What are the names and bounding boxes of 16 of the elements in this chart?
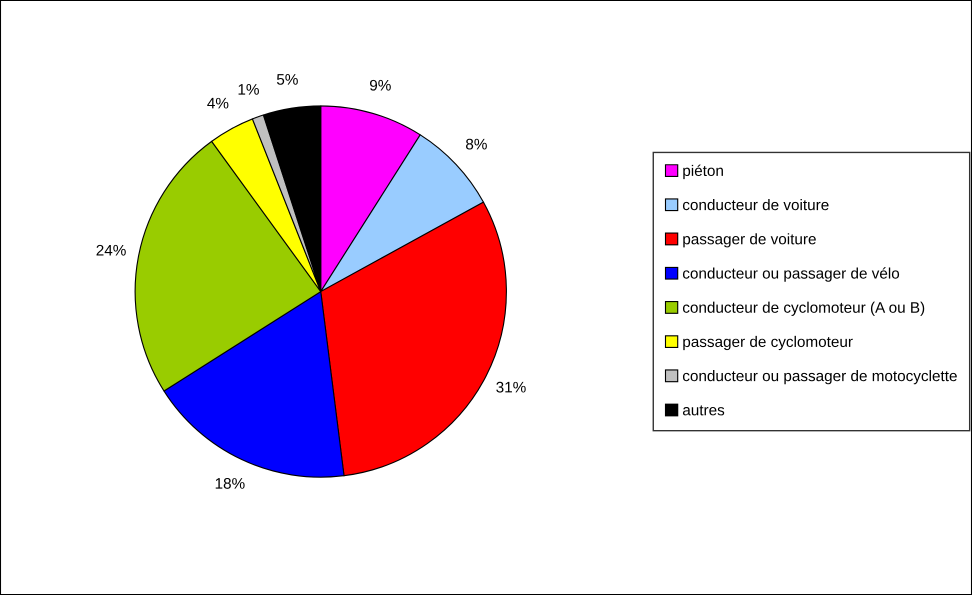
legend-label: conducteur ou passager de motocyclette	[682, 370, 957, 384]
data-label: 18%	[216, 478, 245, 489]
legend-label: passager de cyclomoteur	[683, 336, 853, 350]
legend-label: conducteur de voiture	[682, 199, 829, 210]
data-label: 24%	[96, 244, 126, 256]
data-label: 9%	[370, 80, 391, 91]
legend-label: piéton	[683, 164, 723, 180]
data-label: 4%	[207, 98, 228, 109]
data-label: 8%	[466, 138, 487, 150]
legend-label: passager de voiture	[683, 233, 816, 248]
data-label: 5%	[276, 74, 298, 85]
legend-label: conducteur de cyclomoteur (A ou B)	[682, 302, 924, 316]
legend-label: autres	[682, 405, 724, 416]
data-label: 31%	[496, 382, 526, 393]
data-label: 1%	[238, 84, 259, 95]
legend-label: conducteur ou passager de vélo	[682, 267, 900, 282]
